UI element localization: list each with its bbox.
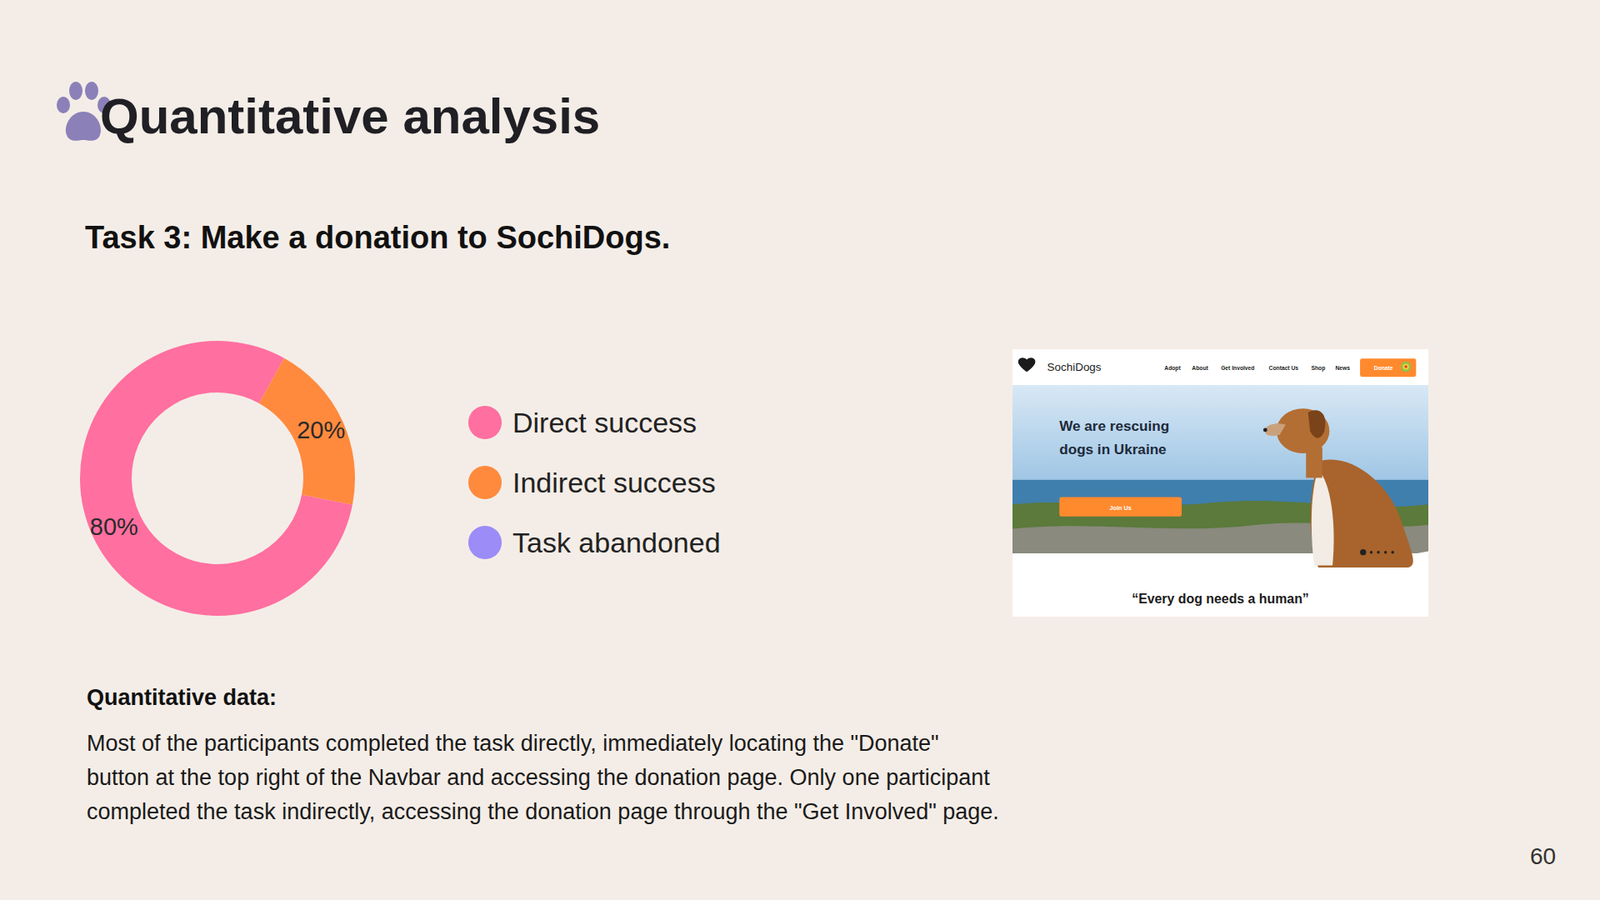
html-text:Task 3: Make a donation to Soc: Task 3: Make a donation to SochiDogs. [85,220,671,255]
svg-text:Shop: Shop [1311,365,1326,372]
html-text:Most of the participants compl: Most of the participants completed the t… [86,730,939,756]
svg-text:News: News [1335,365,1350,371]
html-text:Quantitative data:: Quantitative data: [86,685,277,710]
svg-text:Task abandoned: Task abandoned [512,526,721,559]
svg-text:Donate: Donate [1374,365,1394,371]
html-text:button at the top right of the: button at the top right of the Navbar an… [86,765,990,790]
svg-text:About: About [1191,365,1209,371]
html-text:60: 60 [1530,843,1556,870]
svg-text:Get Involved: Get Involved [1220,365,1255,371]
svg-text:80%: 80% [90,513,139,540]
svg-text:Join Us: Join Us [1109,504,1131,512]
html-text:Quantitative analysis: Quantitative analysis [100,88,601,145]
svg-text:20%: 20% [296,416,345,444]
svg-text:Contact Us: Contact Us [1269,365,1300,371]
svg-text:SochiDogs: SochiDogs [1047,360,1102,374]
svg-text:Direct success: Direct success [512,406,697,439]
svg-text:Adopt: Adopt [1164,365,1181,372]
svg-text:We are rescuing: We are rescuing [1059,418,1170,435]
svg-text:dogs in Ukraine: dogs in Ukraine [1059,441,1166,458]
html-text:completed the task indirectly,: completed the task indirectly, accessing… [86,799,1000,825]
svg-text:Indirect success: Indirect success [512,466,716,499]
svg-text:“Every dog needs a human”: “Every dog needs a human” [1131,591,1310,606]
